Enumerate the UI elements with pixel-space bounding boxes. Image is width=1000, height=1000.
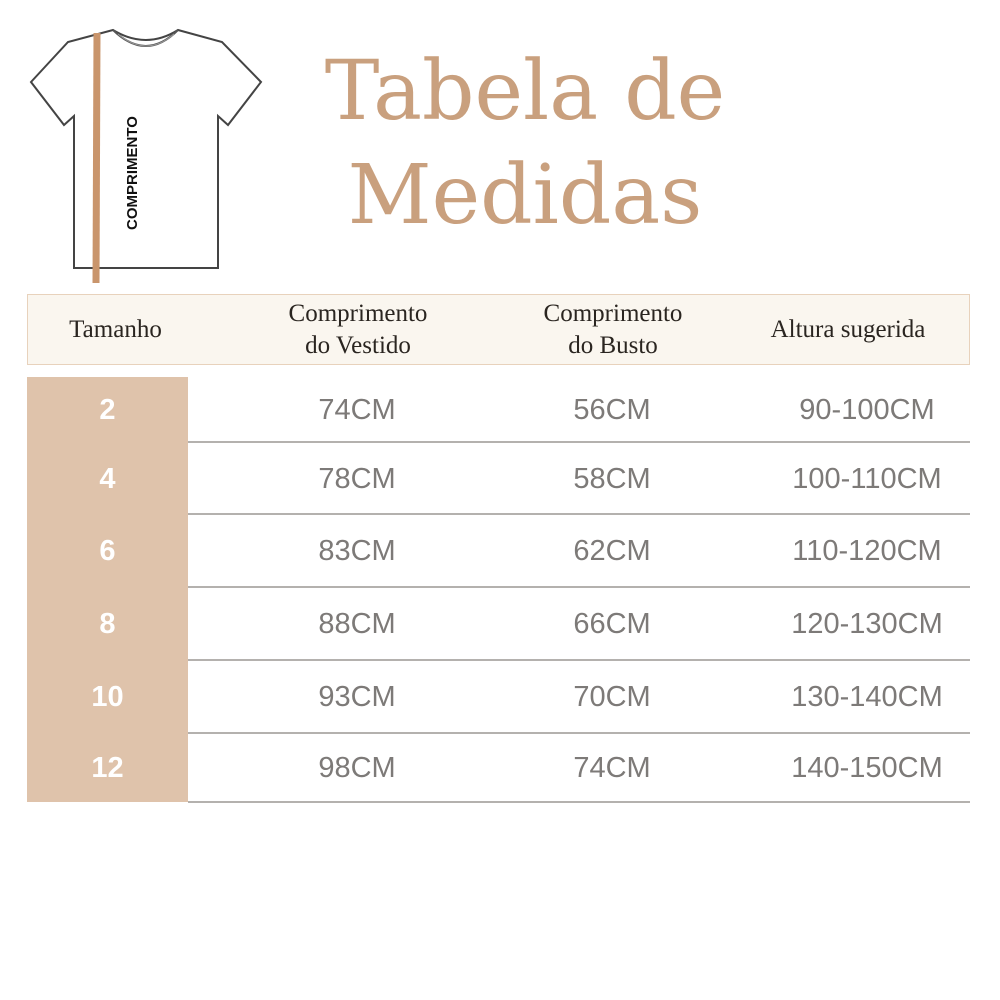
dress-length-cell: 93CM — [318, 681, 396, 713]
row-divider — [188, 586, 970, 588]
header-text: Comprimento — [543, 299, 683, 327]
bust-length-cell: 70CM — [573, 681, 651, 713]
size-column-bg — [27, 377, 188, 802]
table-row: 10 93CM 70CM 130-140CM — [27, 661, 970, 734]
dress-length-cell: 74CM — [318, 393, 396, 426]
header-text: Comprimento — [288, 299, 428, 327]
bust-length-cell: 56CM — [573, 393, 651, 426]
dress-length-cell: 88CM — [318, 608, 396, 640]
dress-length-cell: 78CM — [318, 462, 396, 495]
suggested-height-cell: 110-120CM — [792, 535, 942, 567]
table-header: Tamanho Comprimento do Vestido Compriment… — [27, 294, 970, 365]
bust-length-cell: 58CM — [573, 462, 651, 495]
table-row: 6 83CM 62CM 110-120CM — [27, 515, 970, 588]
size-cell: 6 — [99, 535, 116, 567]
bust-length-cell: 66CM — [573, 608, 651, 640]
size-cell: 4 — [99, 462, 116, 495]
row-divider — [188, 732, 970, 734]
row-divider — [188, 441, 970, 443]
size-cell: 12 — [91, 752, 124, 784]
tshirt-illustration: COMPRIMENTO — [20, 20, 280, 290]
row-divider — [188, 513, 970, 515]
title-line-1: Tabela de — [324, 44, 726, 139]
header-suggested-height: Altura sugerida — [743, 295, 953, 364]
row-divider — [188, 801, 970, 803]
dress-length-cell: 83CM — [318, 535, 396, 567]
comprimento-label: COMPRIMENTO — [124, 116, 141, 230]
bust-length-cell: 74CM — [573, 752, 651, 784]
bust-length-cell: 62CM — [573, 535, 651, 567]
page-title: Tabela de Medidas — [300, 40, 750, 248]
size-cell: 2 — [99, 393, 116, 426]
header-text: do Vestido — [305, 331, 411, 359]
table-row: 8 88CM 66CM 120-130CM — [27, 588, 970, 661]
suggested-height-cell: 140-150CM — [791, 752, 943, 784]
header-text: do Busto — [568, 331, 658, 359]
size-cell: 8 — [99, 608, 116, 640]
header-size: Tamanho — [28, 295, 203, 364]
suggested-height-cell: 130-140CM — [791, 681, 943, 713]
suggested-height-cell: 90-100CM — [799, 393, 935, 426]
row-divider — [188, 659, 970, 661]
title-line-2: Medidas — [347, 148, 703, 243]
table-row: 4 78CM 58CM 100-110CM — [27, 443, 970, 515]
header-text: Altura sugerida — [770, 315, 926, 343]
table-row: 12 98CM 74CM 140-150CM — [27, 734, 970, 803]
suggested-height-cell: 100-110CM — [792, 462, 942, 495]
suggested-height-cell: 120-130CM — [791, 608, 943, 640]
header-dress-length: Comprimento do Vestido — [238, 295, 478, 364]
size-cell: 10 — [91, 681, 124, 713]
dress-length-cell: 98CM — [318, 752, 396, 784]
header-size-text: Tamanho — [69, 315, 162, 343]
header-bust-length: Comprimento do Busto — [493, 295, 733, 364]
table-row: 2 74CM 56CM 90-100CM — [27, 377, 970, 443]
